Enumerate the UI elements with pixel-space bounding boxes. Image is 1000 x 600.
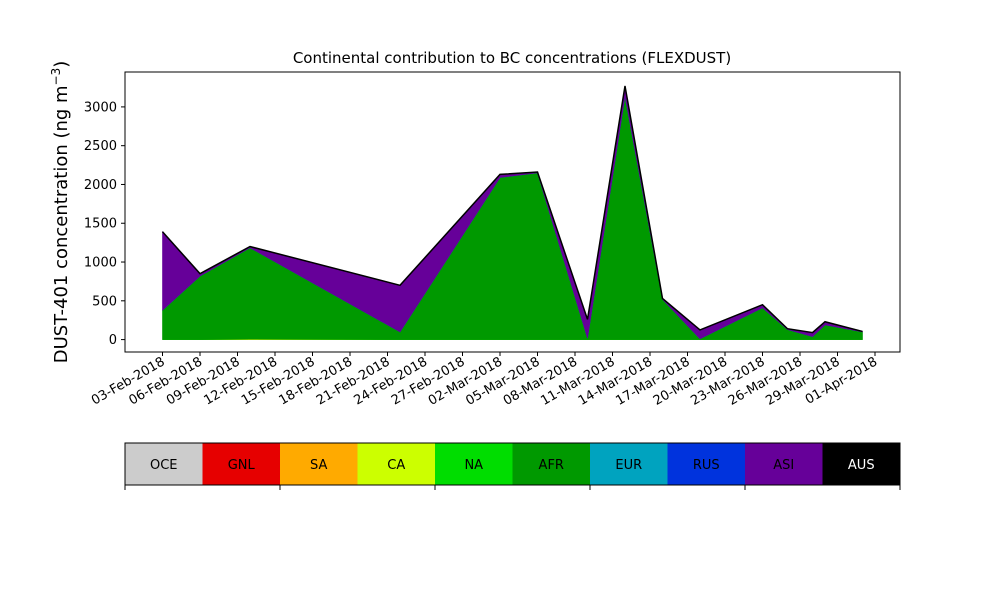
legend-label-gnl: GNL xyxy=(228,458,256,473)
y-axis-label-main: DUST-401 concentration (ng m xyxy=(51,85,72,363)
y-axis-label-tail: ) xyxy=(51,61,72,68)
legend-label-afr: AFR xyxy=(539,458,564,473)
x-ticks: 03-Feb-201806-Feb-201809-Feb-201812-Feb-… xyxy=(89,352,880,409)
y-tick-label: 1500 xyxy=(84,217,117,232)
legend-frame xyxy=(124,442,901,486)
legend-swatch-ca xyxy=(357,443,435,485)
plot-frame xyxy=(124,71,901,353)
y-ticks: 0 500 1000 1500 2000 2500 3000 xyxy=(84,100,125,348)
legend-label-oce: OCE xyxy=(150,458,178,473)
y-tick-label: 2000 xyxy=(84,178,117,193)
legend-label-aus: AUS xyxy=(848,458,875,473)
legend-swatch-oce xyxy=(125,443,203,485)
legend-label-na: NA xyxy=(464,458,483,473)
legend-label-eur: EUR xyxy=(615,458,642,473)
y-tick-label: 2500 xyxy=(84,139,117,154)
y-axis-label-sup: −3 xyxy=(49,68,63,86)
area-afr xyxy=(162,95,863,340)
y-tick-label: 0 xyxy=(109,333,117,348)
legend-swatch-eur xyxy=(590,443,668,485)
legend-label-asi: ASI xyxy=(773,458,794,473)
legend-label-ca: CA xyxy=(387,458,405,473)
legend-label-sa: SA xyxy=(310,458,327,473)
legend-swatch-rus xyxy=(667,443,745,485)
y-tick-label: 500 xyxy=(92,294,117,309)
legend-swatch-sa xyxy=(280,443,358,485)
colorbar-legend: OCE GNL SA CA NA AFR EUR RUS ASI AUS xyxy=(124,442,901,490)
y-tick-label: 3000 xyxy=(84,100,117,115)
legend-swatch-asi xyxy=(745,443,823,485)
legend-swatch-gnl xyxy=(202,443,280,485)
area-layers xyxy=(161,85,863,340)
legend-swatch-afr xyxy=(512,443,590,485)
chart-title: Continental contribution to BC concentra… xyxy=(293,49,731,67)
legend-label-rus: RUS xyxy=(693,458,720,473)
legend-swatch-aus xyxy=(822,443,900,485)
stack-outline xyxy=(161,85,863,334)
legend-swatch-na xyxy=(435,443,513,485)
y-axis-label: DUST-401 concentration (ng m−3) xyxy=(49,61,72,364)
y-tick-label: 1000 xyxy=(84,256,117,271)
